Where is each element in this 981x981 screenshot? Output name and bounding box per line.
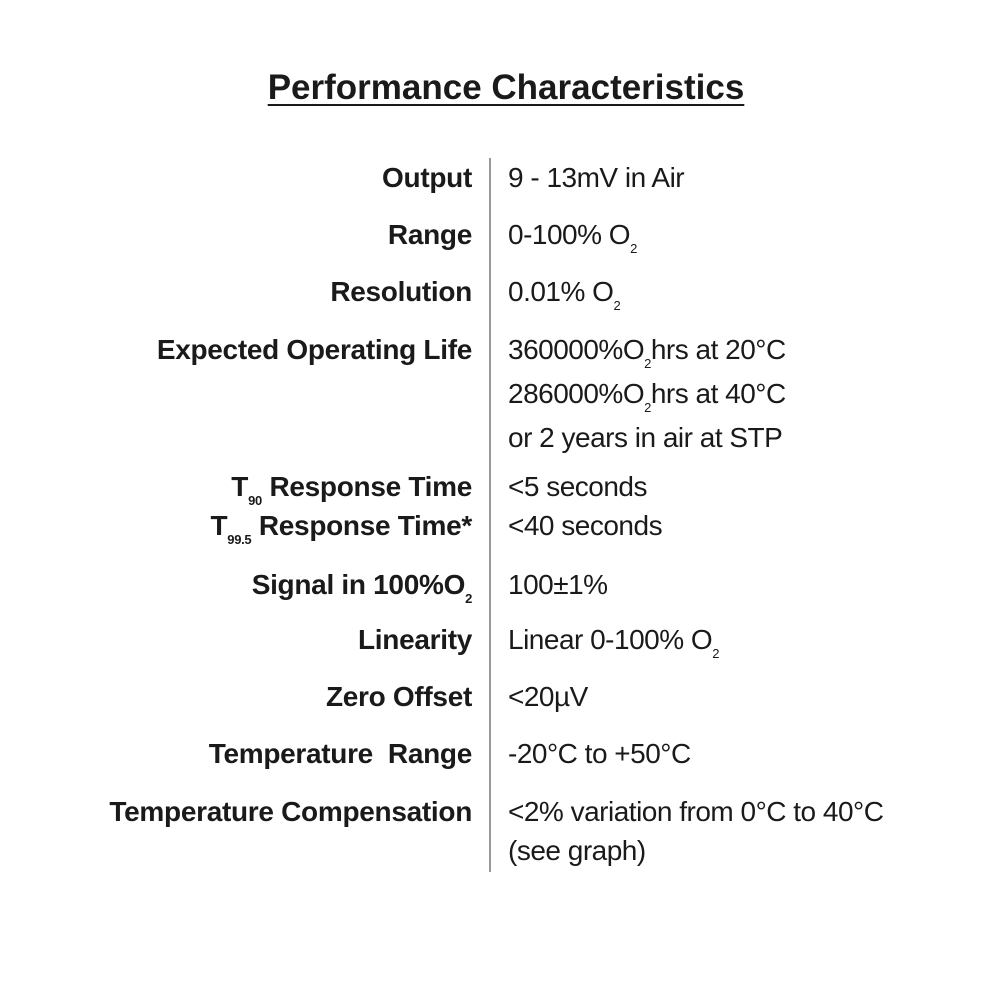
value-line: 0.01% O2 [508, 272, 621, 316]
text-segment: Temperature Range [208, 738, 473, 769]
value-line: <2% variation from 0°C to 40°C [508, 792, 884, 831]
row-label: Zero Offset [326, 677, 472, 716]
text-segment: hrs at 20°C [650, 334, 786, 365]
row-label: T99.5 Response Time* [210, 506, 472, 550]
row-label: Expected Operating Life [157, 330, 472, 369]
text-segment: Linearity [357, 624, 472, 655]
subscript: 2 [644, 356, 651, 371]
text-segment: -20°C to +50°C [508, 738, 691, 769]
row-label: Signal in 100%O2 [251, 565, 473, 609]
text-segment: (see graph) [508, 835, 646, 866]
text-segment: Response Time* [251, 510, 472, 541]
row-label: T90 Response Time [231, 467, 472, 511]
text-segment: Output [382, 162, 472, 193]
value-line: 9 - 13mV in Air [508, 158, 685, 197]
text-segment: <20µV [508, 681, 588, 712]
text-segment: or 2 years in air at STP [508, 422, 783, 453]
value-line: 360000%O2hrs at 20°C [508, 330, 786, 374]
row-value: 0-100% O2 [508, 215, 637, 259]
text-segment: 360000%O [508, 334, 645, 365]
value-line: 286000%O2hrs at 40°C [508, 374, 786, 418]
divider [489, 158, 491, 872]
row-value: <2% variation from 0°C to 40°C (see graph… [508, 792, 884, 870]
value-line: <5 seconds [508, 467, 648, 506]
value-line: 0-100% O2 [508, 215, 637, 259]
row-label: Temperature Compensation [109, 792, 472, 831]
row-value: 0.01% O2 [508, 272, 621, 316]
row-value: Linear 0-100% O2 [508, 620, 719, 664]
row-label: Linearity [358, 620, 472, 659]
text-segment: Expected Operating Life [156, 334, 472, 365]
text-segment: T [210, 510, 228, 541]
subscript: 2 [630, 241, 637, 256]
row-value: <20µV [508, 677, 588, 716]
value-line: <20µV [508, 677, 588, 716]
text-segment: 9 - 13mV in Air [508, 162, 685, 193]
subscript: 2 [613, 298, 621, 313]
text-segment: Resolution [330, 276, 472, 307]
text-segment: Temperature Compensation [109, 796, 472, 827]
text-segment: <5 seconds [508, 471, 648, 502]
value-line: Linear 0-100% O2 [508, 620, 719, 664]
subscript: 2 [712, 646, 719, 661]
row-value: 9 - 13mV in Air [508, 158, 685, 197]
row-label: Resolution [330, 272, 472, 311]
row-value: 100±1% [508, 565, 608, 604]
text-segment: 0-100% O [508, 219, 631, 250]
text-segment: 286000%O [508, 378, 645, 409]
value-line: <40 seconds [508, 506, 663, 545]
text-segment: 0.01% O [508, 276, 614, 307]
text-segment: hrs at 40°C [650, 378, 786, 409]
text-segment: <40 seconds [508, 510, 663, 541]
text-segment: 100±1% [508, 569, 608, 600]
row-value: <5 seconds [508, 467, 648, 506]
value-line: (see graph) [508, 831, 883, 870]
text-segment: T [231, 471, 249, 502]
row-value: -20°C to +50°C [508, 734, 691, 773]
text-segment: Response Time [261, 471, 472, 502]
value-line: -20°C to +50°C [508, 734, 691, 773]
text-segment: Linear 0-100% O [508, 624, 713, 655]
title: Performance Characteristics [267, 68, 745, 107]
row-value: <40 seconds [508, 506, 663, 545]
subscript: 2 [644, 400, 651, 415]
row-value: 360000%O2hrs at 20°C 286000%O2hrs at 40°C… [508, 330, 786, 457]
text-segment: Signal in 100%O [251, 569, 466, 600]
value-line: or 2 years in air at STP [508, 418, 786, 457]
text-segment: Range [387, 219, 472, 250]
subscript: 99.5 [227, 532, 252, 547]
row-label: Output [382, 158, 472, 197]
subscript: 90 [248, 493, 262, 508]
subscript: 2 [465, 591, 472, 606]
row-label: Temperature Range [208, 734, 473, 773]
text-segment: Zero Offset [325, 681, 472, 712]
row-label: Range [388, 215, 472, 254]
value-line: 100±1% [508, 565, 608, 604]
text-segment: <2% variation from 0°C to 40°C [508, 796, 884, 827]
